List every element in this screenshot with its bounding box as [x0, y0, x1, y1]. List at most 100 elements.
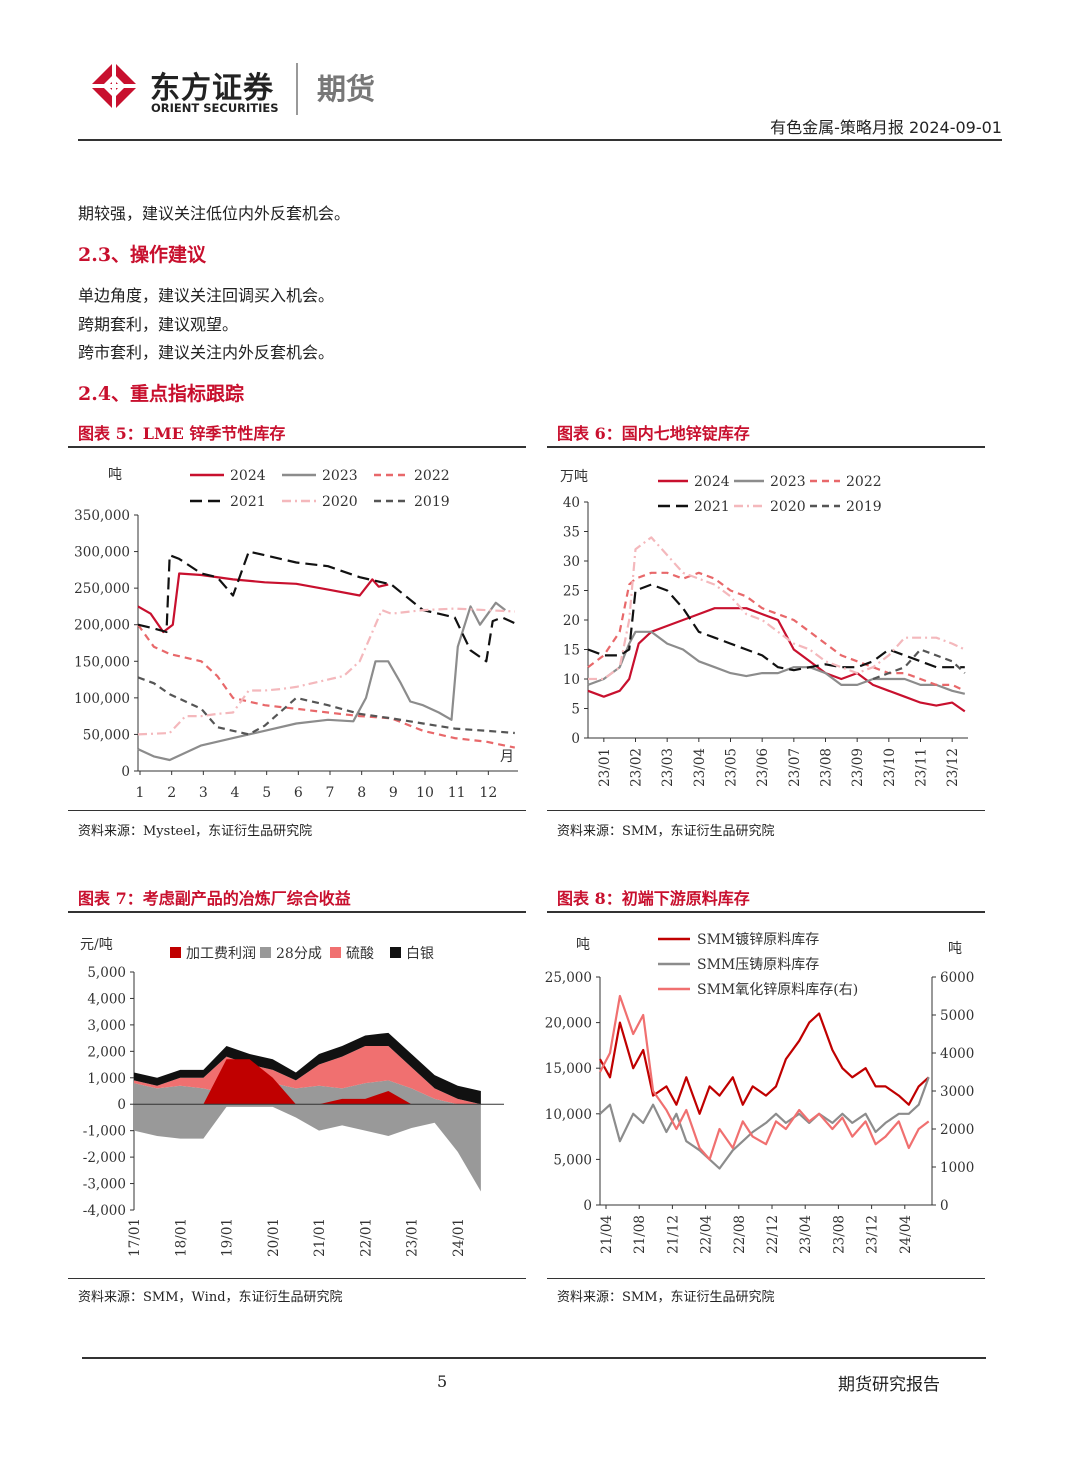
x-tick-label: 12: [479, 785, 497, 801]
section-heading-2-3: 2.3、操作建议: [78, 244, 207, 266]
y-tick-label: 15,000: [545, 1061, 592, 1077]
brand-name-en: ORIENT SECURITIES: [151, 101, 279, 115]
x-tick-label: 11: [448, 785, 466, 801]
y-tick-label: 20: [563, 613, 580, 629]
x-tick-label: 23/12: [865, 1215, 881, 1254]
y-tick-label: -2,000: [83, 1150, 126, 1166]
y-tick-label: -4,000: [83, 1203, 126, 1219]
x-tick-label: 24/01: [451, 1218, 467, 1257]
figure-6-top-rule: [547, 446, 985, 448]
figure-6-title: 图表 6：国内七地锌锭库存: [557, 424, 750, 443]
y-tick-label: 15: [563, 643, 580, 659]
y-tick-label: 0: [117, 1097, 126, 1113]
y-axis-unit: 万吨: [560, 469, 588, 485]
x-tick-label: 5: [262, 785, 271, 801]
y-tick-label: 300,000: [74, 545, 130, 561]
series-line: [137, 572, 389, 634]
advice-line-2: 跨期套利，建议观望。: [78, 315, 239, 334]
x-tick-label: 23/01: [597, 748, 613, 787]
x-tick-label: 20/01: [266, 1218, 282, 1257]
figure-5-source: 资料来源：Mysteel，东证衍生品研究院: [78, 824, 313, 839]
chart-domestic-zinc-ingot-inventory: 0 5 10 15 20 25 30 35 40 23/01 23/02 23/03 23/04 23/0…: [560, 469, 968, 787]
figure-7-bottom-rule: [68, 1278, 526, 1279]
figure-6-bottom-rule: [547, 810, 985, 811]
y-tick-label: 25: [563, 584, 580, 600]
header-rule: [78, 139, 1002, 141]
y-tick-label: 50,000: [83, 727, 130, 743]
x-tick-label: 23/03: [660, 748, 676, 787]
x-tick-label: 9: [389, 785, 398, 801]
figure-5-title: 图表 5：LME 锌季节性库存: [78, 424, 286, 443]
figure-7-title: 图表 7：考虑副产品的冶炼厂综合收益: [78, 889, 351, 908]
legend-swatch: [170, 947, 181, 958]
y2-tick-label: 2000: [940, 1122, 974, 1138]
y-tick-label: 20,000: [545, 1016, 592, 1032]
x-tick-label: 7: [326, 785, 335, 801]
y2-tick-label: 5000: [940, 1008, 974, 1024]
legend-swatch: [330, 947, 341, 958]
legend-label: 2023: [322, 468, 358, 484]
figure-5-bottom-rule: [68, 810, 526, 811]
x-tick-label: 21/01: [312, 1218, 328, 1257]
figure-8-bottom-rule: [547, 1278, 985, 1279]
series-line: [137, 607, 515, 736]
figure-8-title: 图表 8：初端下游原料库存: [557, 889, 750, 908]
y-tick-label: -1,000: [83, 1124, 126, 1140]
x-tick-label: 17/01: [127, 1218, 143, 1257]
y-axis-unit: 元/吨: [80, 937, 113, 953]
figure-6-source: 资料来源：SMM，东证衍生品研究院: [557, 824, 775, 839]
x-tick-label: 21/04: [599, 1215, 615, 1254]
series-line: [137, 550, 519, 663]
page-number: 5: [437, 1372, 448, 1391]
x-tick-label: 10: [416, 785, 434, 801]
legend-label: 2021: [230, 494, 266, 510]
chart-smelter-combined-revenue: -4,000 -3,000 -2,000 -1,000 0 1,000 2,000 3,000…: [80, 937, 504, 1257]
x-tick-label: 23/04: [692, 748, 708, 787]
x-tick-label: 23/12: [945, 748, 961, 787]
legend-label: 2020: [770, 499, 806, 515]
y2-tick-label: 1000: [940, 1160, 974, 1176]
y-tick-label: 0: [583, 1198, 592, 1214]
x-tick-label: 23/05: [724, 748, 740, 787]
x-tick-label: 23/02: [629, 748, 645, 787]
y2-tick-label: 6000: [940, 970, 974, 986]
legend-label: SMM氧化锌原料库存(右): [697, 982, 858, 998]
x-tick-label: 18/01: [173, 1218, 189, 1257]
series-line: [599, 994, 930, 1161]
y-tick-label: 100,000: [74, 691, 130, 707]
figure-8-top-rule: [547, 911, 985, 913]
series-line: [587, 571, 966, 692]
y-tick-label: 4,000: [87, 991, 126, 1007]
y-tick-label: 0: [571, 731, 580, 747]
figure-5-top-rule: [68, 446, 526, 448]
x-tick-label: 23/06: [755, 748, 771, 787]
legend-label: SMM压铸原料库存: [697, 957, 819, 973]
series-line: [587, 583, 965, 672]
legend-label: 2024: [694, 474, 730, 490]
y-axis-unit: 吨: [108, 467, 122, 483]
series-line: [587, 630, 966, 695]
x-tick-label: 4: [231, 785, 240, 801]
y-tick-label: 30: [563, 554, 580, 570]
y-tick-label: 35: [563, 525, 580, 541]
area-28-share-negative: [134, 1104, 481, 1192]
x-tick-label: 21/12: [665, 1215, 681, 1254]
y2-tick-label: 3000: [940, 1084, 974, 1100]
figure-7-source: 资料来源：SMM，Wind，东证衍生品研究院: [78, 1290, 343, 1305]
series-line: [872, 648, 966, 681]
y-tick-label: 2,000: [87, 1044, 126, 1060]
division-label: 期货: [317, 72, 376, 106]
legend-label: 28分成: [276, 946, 322, 962]
legend-label: 2021: [694, 499, 730, 515]
y-tick-label: 250,000: [74, 581, 130, 597]
legend-label: 加工费利润: [186, 946, 256, 962]
legend-label: 2020: [322, 494, 358, 510]
series-line: [599, 1012, 930, 1115]
legend-swatch: [390, 947, 401, 958]
x-tick-label: 2: [167, 785, 176, 801]
y-tick-label: 40: [563, 495, 580, 511]
area-silver: [134, 1032, 481, 1105]
x-tick-label: 23/01: [405, 1218, 421, 1257]
y-tick-label: 150,000: [74, 654, 130, 670]
y-tick-label: 350,000: [74, 508, 130, 524]
